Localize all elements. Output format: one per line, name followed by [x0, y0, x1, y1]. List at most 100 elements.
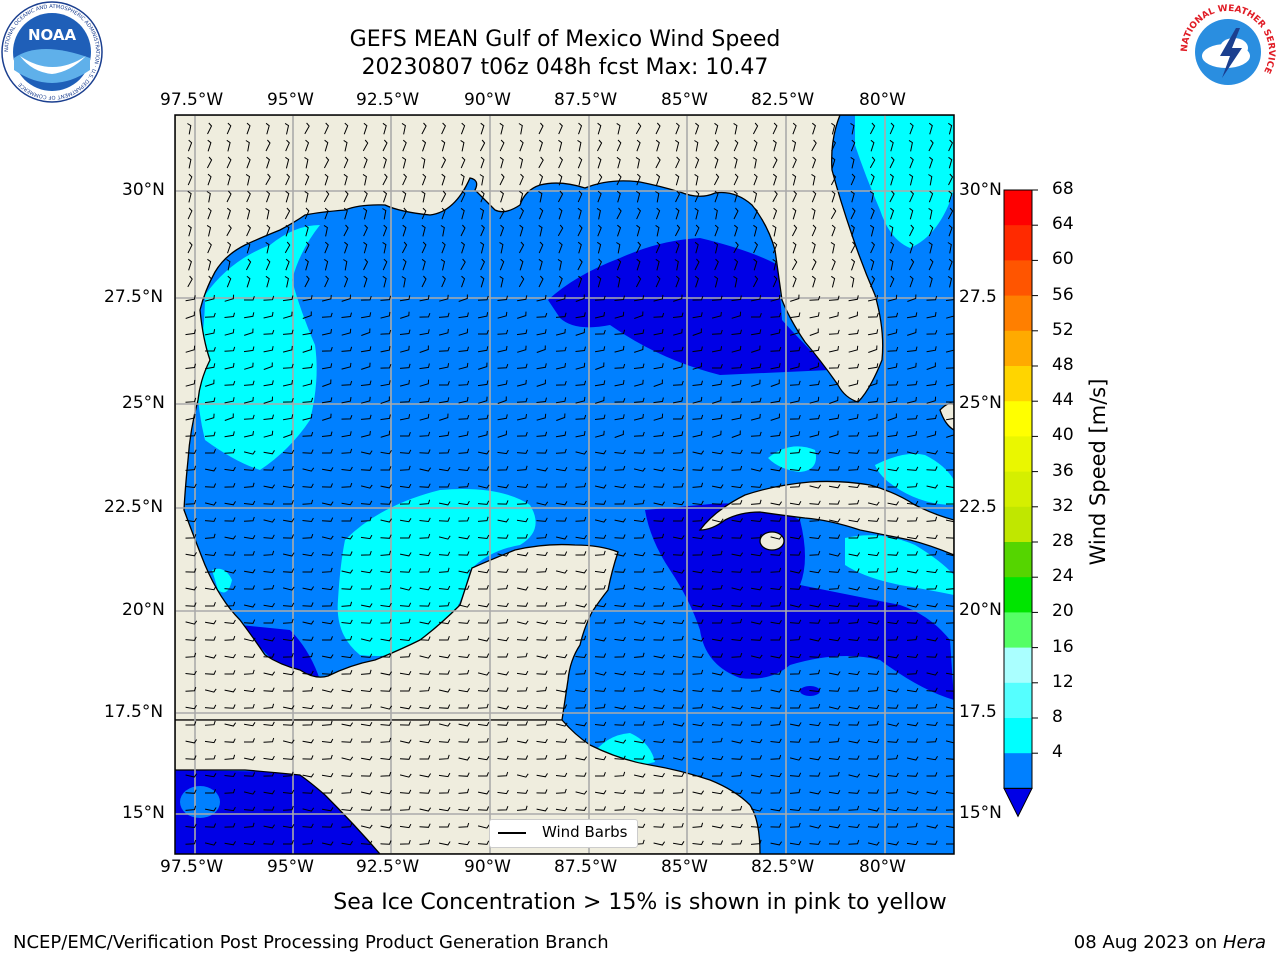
wind-barb: [322, 620, 334, 625]
wind-barb: [906, 346, 918, 352]
wind-barb: [889, 139, 894, 152]
wind-barb: [653, 312, 665, 318]
wind-barb: [945, 638, 954, 642]
wind-barb: [692, 312, 703, 319]
wind-barb: [458, 772, 470, 777]
noaa-logo: NOAA NATIONAL OCEANIC AND ATMOSPHERIC AD…: [1, 1, 103, 103]
wind-barb: [811, 122, 816, 135]
wind-barb: [243, 687, 256, 693]
wind-barb: [204, 501, 217, 506]
wind-barb: [692, 806, 704, 811]
wind-barb: [675, 139, 680, 152]
wind-barb: [517, 552, 529, 557]
wind-barb: [499, 275, 504, 288]
wind-barb: [694, 140, 699, 152]
wind-barb: [809, 328, 819, 336]
wind-barb: [185, 839, 197, 845]
wind-barb: [633, 773, 646, 778]
wind-barb: [185, 465, 197, 471]
wind-barb: [321, 501, 334, 506]
wind-barb: [380, 619, 392, 624]
wind-barb: [324, 241, 329, 254]
wind-barb: [341, 535, 354, 540]
wind-barb: [809, 772, 821, 777]
wind-barb: [302, 636, 314, 641]
wind-barb: [848, 414, 859, 421]
wind-barb: [302, 602, 314, 607]
wind-barb: [438, 585, 451, 591]
colorbar-segment: [1004, 647, 1032, 684]
colorbar-segment: [1004, 190, 1032, 226]
wind-barb: [711, 534, 724, 539]
wind-barb: [909, 156, 914, 169]
wind-barb: [614, 363, 626, 369]
wind-barb: [321, 688, 334, 693]
wind-barb: [556, 483, 567, 488]
wind-barb: [285, 258, 290, 271]
wind-barb: [263, 755, 275, 761]
colorbar-segment: [1004, 330, 1032, 367]
colorbar: [1003, 189, 1038, 818]
wind-barb: [633, 517, 646, 523]
wind-barb: [399, 397, 411, 403]
lon-tick-bottom-90: 90°W: [464, 857, 511, 877]
wind-barb: [770, 688, 783, 693]
wind-barb: [770, 467, 782, 472]
wind-barb: [809, 669, 821, 675]
wind-barb: [575, 687, 587, 693]
wind-barb: [243, 822, 255, 828]
wind-barb: [633, 483, 646, 488]
wind-barb: [458, 603, 471, 608]
wind-barb: [809, 806, 821, 811]
wind-barb: [831, 139, 836, 152]
wind-barb: [538, 258, 543, 271]
wind-barb: [789, 500, 802, 506]
wind-barb: [226, 173, 231, 186]
wind-barb: [282, 568, 295, 573]
wind-barb: [750, 363, 762, 370]
wind-barb: [692, 380, 703, 386]
wind-barb: [711, 311, 722, 319]
wind-barb: [419, 568, 431, 573]
wind-barb: [692, 721, 704, 727]
wind-barb: [867, 551, 880, 557]
wind-barb: [614, 380, 625, 387]
wind-barb: [770, 483, 782, 488]
wind-barb: [556, 670, 567, 675]
wind-barb: [829, 824, 841, 829]
colorbar-segment: [1004, 577, 1032, 613]
wind-barb: [655, 275, 661, 288]
wind-barb: [243, 772, 256, 777]
wind-barb: [360, 840, 373, 845]
wind-barb: [752, 122, 759, 135]
wind-barb: [516, 465, 528, 471]
wind-barb: [731, 430, 741, 438]
low-wind-area-central-gulf: [548, 238, 830, 375]
wind-barb: [224, 551, 236, 556]
wind-barb: [380, 484, 393, 489]
wind-barb: [497, 414, 508, 421]
wind-barb: [926, 687, 938, 692]
wind-barb: [438, 535, 451, 540]
wind-barb: [770, 449, 782, 454]
wind-barb: [185, 311, 195, 319]
wind-barb: [672, 653, 685, 659]
wind-barb: [636, 224, 641, 237]
wind-barb: [614, 739, 627, 744]
wind-barb: [341, 806, 353, 812]
wind-barb: [575, 722, 587, 727]
wind-barb: [557, 224, 564, 237]
wind-barb: [555, 448, 567, 454]
wind-barb: [594, 637, 607, 642]
wind-barb: [478, 396, 488, 404]
wind-barb: [594, 721, 607, 727]
colorbar-tick-label: 56: [1052, 284, 1074, 305]
wind-barb: [497, 584, 509, 590]
wind-barb: [653, 704, 665, 709]
wind-barb: [867, 397, 879, 403]
wind-barb: [948, 139, 953, 152]
wind-barb: [263, 396, 273, 404]
wind-barb: [634, 721, 645, 726]
wind-barb: [692, 296, 704, 301]
wind-barb: [458, 585, 470, 590]
